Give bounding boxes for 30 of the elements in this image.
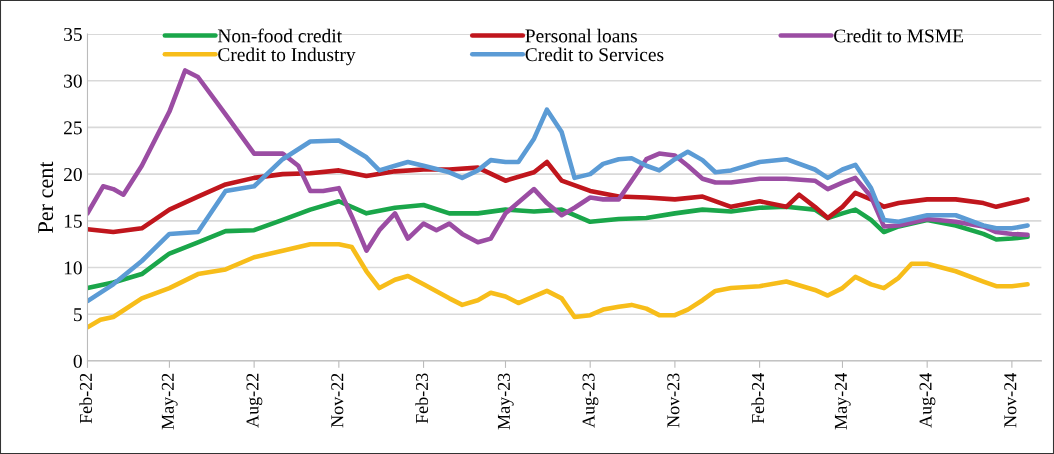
x-tick-label: May-24	[834, 373, 851, 430]
y-tick-label: 25	[64, 121, 82, 135]
x-tick-label: Nov-22	[331, 373, 344, 428]
x-tick-label: May-22	[161, 373, 178, 430]
y-tick-label: 10	[64, 261, 82, 275]
y-tick-label: 5	[74, 308, 82, 322]
legend-label: Non-food credit	[217, 28, 342, 43]
legend-label: Credit to Industry	[218, 47, 356, 66]
x-tick-label: Feb-23	[415, 373, 429, 424]
line-series	[87, 68, 1030, 254]
line-series	[87, 241, 1030, 330]
y-tick-label: 35	[64, 27, 82, 41]
line-series	[87, 159, 1030, 235]
x-tick-label: Aug-23	[582, 373, 599, 428]
legend-label: Credit to Services	[525, 47, 664, 62]
legend-label: Credit to MSME	[834, 28, 964, 43]
y-tick-label: 20	[64, 167, 82, 182]
x-tick-label: Nov-23	[667, 373, 680, 428]
x-tick-label: Aug-22	[246, 373, 263, 428]
y-tick-label: 30	[64, 74, 82, 88]
legend-label: Personal loans	[525, 28, 637, 43]
x-tick-label: Feb-22	[79, 373, 92, 424]
line-series	[87, 107, 1030, 304]
y-tick-label: 0	[73, 354, 82, 368]
x-tick-label: Feb-24	[751, 373, 765, 424]
x-tick-label: May-23	[497, 373, 514, 430]
x-tick-label: Aug-24	[919, 373, 936, 428]
y-tick-label: 15	[64, 214, 82, 228]
x-tick-label: Nov-24	[1004, 373, 1017, 428]
y-axis-title: Per cent	[38, 161, 54, 233]
